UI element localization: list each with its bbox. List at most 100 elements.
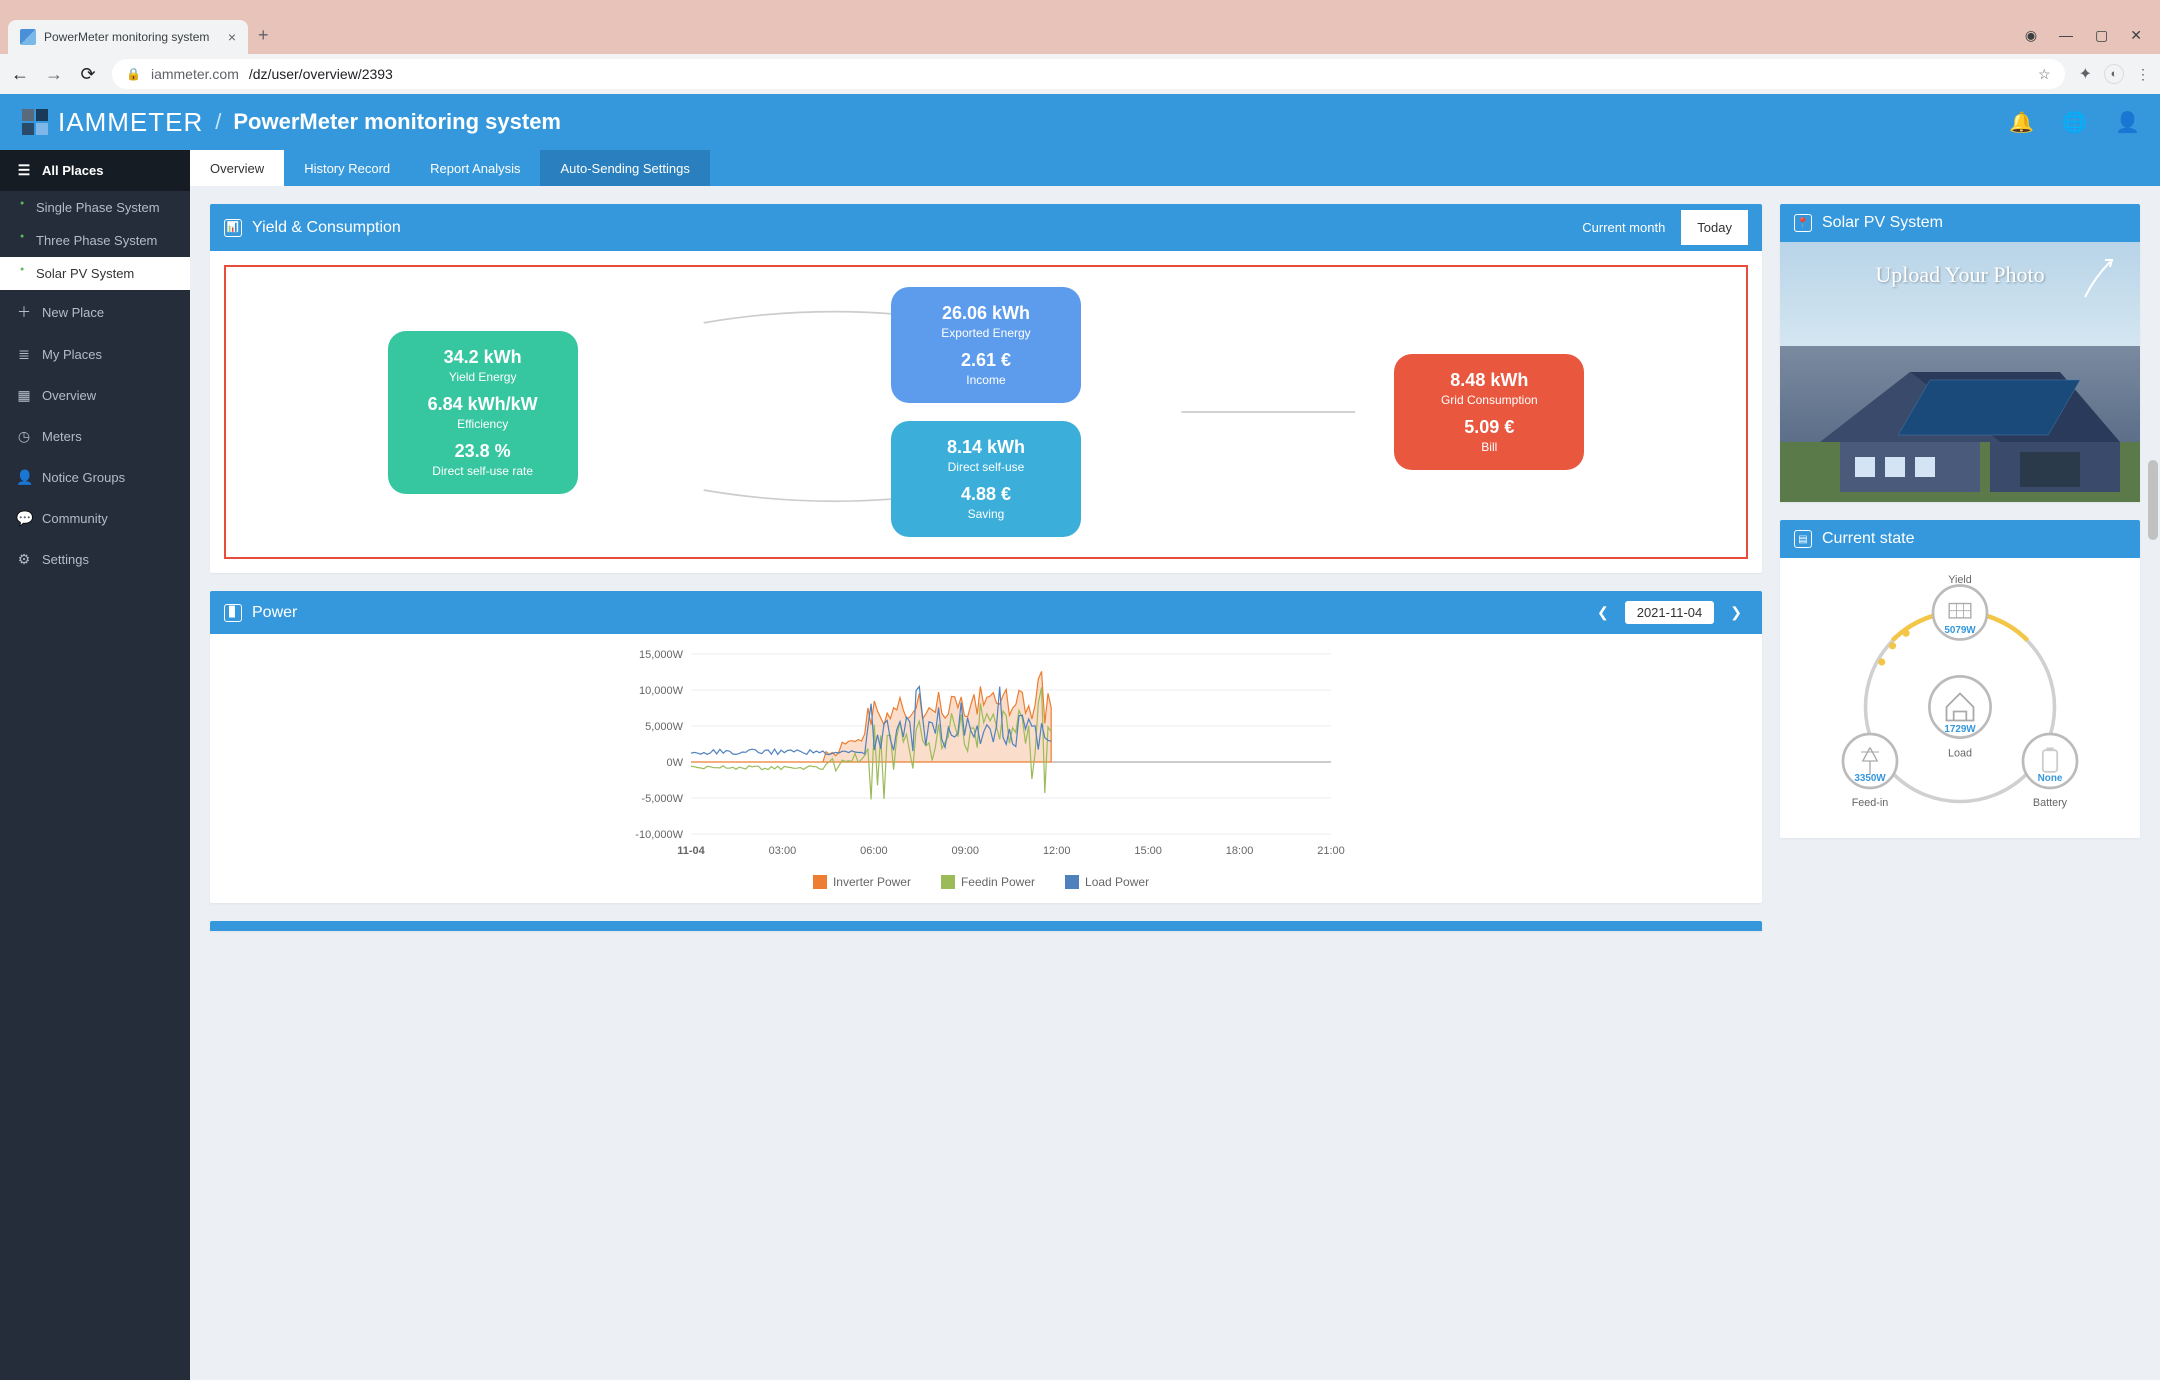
svg-text:Load: Load [1948, 748, 1972, 760]
power-legend: Inverter Power Feedin Power Load Power [210, 867, 1752, 893]
url-input[interactable]: 🔒 iammeter.com/dz/user/overview/2393 ☆ [112, 59, 2065, 89]
sidebar-all-places[interactable]: ☰ All Places [0, 150, 190, 191]
extension-badge-icon[interactable]: ◐ [2104, 64, 2124, 84]
tab-history[interactable]: History Record [284, 150, 410, 186]
efficiency-label: Efficiency [408, 417, 558, 431]
arrow-icon [2080, 252, 2120, 302]
sidebar-meters[interactable]: ◷ Meters [0, 416, 190, 457]
window-close-icon[interactable]: ✕ [2130, 27, 2142, 44]
sidebar-place-solar[interactable]: Solar PV System [0, 257, 190, 290]
yield-panel: 📊 Yield & Consumption Current month Toda… [210, 204, 1762, 573]
legend-inverter[interactable]: Inverter Power [813, 875, 911, 889]
yield-card-red: 8.48 kWh Grid Consumption 5.09 € Bill [1394, 354, 1584, 470]
legend-feedin[interactable]: Feedin Power [941, 875, 1035, 889]
logo-text: IAMMETER [58, 107, 203, 138]
sidebar-item-label: Overview [42, 388, 96, 403]
minimize-icon[interactable]: — [2059, 27, 2073, 44]
sidebar-settings[interactable]: ⚙ Settings [0, 539, 190, 580]
bill-value: 5.09 € [1414, 417, 1564, 438]
current-state-panel: ▤ Current state [1780, 520, 2140, 838]
sidebar-item-label: Meters [42, 429, 82, 444]
date-input[interactable]: 2021-11-04 [1625, 601, 1715, 624]
account-icon[interactable]: ◉ [2025, 27, 2037, 44]
menu-icon[interactable]: ⋮ [2136, 66, 2150, 83]
new-tab-button[interactable]: + [248, 19, 279, 52]
svg-text:21:00: 21:00 [1317, 845, 1345, 857]
svg-text:Yield: Yield [1948, 574, 1972, 586]
date-next-button[interactable]: ❯ [1724, 604, 1748, 621]
chart-icon: 📊 [224, 219, 242, 237]
back-button[interactable]: ← [10, 64, 30, 85]
tab-close-icon[interactable]: × [228, 29, 236, 45]
sidebar-item-label: Community [42, 511, 108, 526]
tab-auto-sending[interactable]: Auto-Sending Settings [540, 150, 709, 186]
period-today[interactable]: Today [1681, 210, 1748, 245]
upload-photo-box[interactable]: Upload Your Photo [1780, 242, 2140, 502]
tab-title: PowerMeter monitoring system [44, 30, 220, 44]
star-icon[interactable]: ☆ [2038, 66, 2051, 83]
svg-text:10,000W: 10,000W [639, 685, 684, 697]
svg-text:5,000W: 5,000W [645, 721, 684, 733]
sidebar-item-label: New Place [42, 305, 104, 320]
browser-tab[interactable]: PowerMeter monitoring system × [8, 20, 248, 54]
browser-address-bar: ← → ⟳ 🔒 iammeter.com/dz/user/overview/23… [0, 54, 2160, 94]
forward-button[interactable]: → [44, 64, 64, 85]
power-chart: 15,000W10,000W5,000W0W-5,000W-10,000W11-… [210, 644, 1752, 864]
yield-energy-value: 34.2 kWh [408, 347, 558, 368]
svg-text:0W: 0W [667, 757, 684, 769]
yield-card-cyan: 8.14 kWh Direct self-use 4.88 € Saving [891, 421, 1081, 537]
user-icon[interactable]: 👤 [2115, 110, 2140, 135]
chart2-icon: ▊ [224, 604, 242, 622]
logo[interactable]: IAMMETER [20, 107, 203, 138]
sidebar: ☰ All Places Single Phase System Three P… [0, 150, 190, 1380]
saving-label: Saving [911, 507, 1061, 521]
plus-icon: ＋ [16, 302, 32, 322]
doc-icon: ▤ [1794, 530, 1812, 548]
sidebar-new-place[interactable]: ＋ New Place [0, 290, 190, 334]
pv-photo-panel: 📍 Solar PV System Upload Your Photo [1780, 204, 2140, 502]
maximize-icon[interactable]: ▢ [2095, 27, 2108, 44]
sidebar-notice-groups[interactable]: 👤 Notice Groups [0, 457, 190, 498]
sidebar-place-single[interactable]: Single Phase System [0, 191, 190, 224]
legend-load[interactable]: Load Power [1065, 875, 1149, 889]
gear-icon: ⚙ [16, 551, 32, 568]
income-value: 2.61 € [911, 350, 1061, 371]
house-illustration [1780, 342, 2140, 502]
sidebar-my-places[interactable]: ≣My Places [0, 334, 190, 375]
tab-report[interactable]: Report Analysis [410, 150, 540, 186]
people-icon: 👤 [16, 469, 32, 486]
sidebar-community[interactable]: 💬Community [0, 498, 190, 539]
svg-text:None: None [2038, 773, 2063, 784]
svg-text:-10,000W: -10,000W [635, 829, 683, 841]
bell-icon[interactable]: 🔔 [2009, 110, 2034, 135]
url-path: /dz/user/overview/2393 [249, 66, 393, 82]
svg-text:-5,000W: -5,000W [641, 793, 683, 805]
sidebar-item-label: Settings [42, 552, 89, 567]
sidebar-place-three[interactable]: Three Phase System [0, 224, 190, 257]
svg-text:Feed-in: Feed-in [1852, 797, 1889, 809]
sidebar-overview[interactable]: ▦Overview [0, 375, 190, 416]
pin-icon: 📍 [1794, 214, 1812, 232]
scrollbar-thumb[interactable] [2148, 460, 2158, 540]
yield-card-blue: 26.06 kWh Exported Energy 2.61 € Income [891, 287, 1081, 403]
period-month[interactable]: Current month [1566, 214, 1681, 241]
content-tabs: Overview History Record Report Analysis … [190, 150, 2160, 186]
svg-text:03:00: 03:00 [769, 845, 797, 857]
logo-icon [20, 107, 50, 137]
sidebar-item-label: Notice Groups [42, 470, 125, 485]
date-prev-button[interactable]: ❮ [1591, 604, 1615, 621]
svg-text:1729W: 1729W [1944, 724, 1976, 735]
svg-text:12:00: 12:00 [1043, 845, 1071, 857]
svg-text:3350W: 3350W [1854, 773, 1886, 784]
tab-overview[interactable]: Overview [190, 150, 284, 186]
extensions-icon[interactable]: ✦ [2079, 64, 2092, 84]
gauge-icon: ◷ [16, 428, 32, 445]
browser-tab-bar: PowerMeter monitoring system × + ◉ — ▢ ✕ [0, 0, 2160, 54]
reload-button[interactable]: ⟳ [78, 64, 98, 85]
state-diagram: 1729W Load 5079W Yield [1794, 572, 2126, 824]
next-panel-peek [210, 921, 1762, 931]
upload-photo-text: Upload Your Photo [1875, 262, 2044, 288]
power-title: Power [252, 604, 297, 622]
globe-icon[interactable]: 🌐 [2062, 110, 2087, 135]
list2-icon: ≣ [16, 346, 32, 363]
